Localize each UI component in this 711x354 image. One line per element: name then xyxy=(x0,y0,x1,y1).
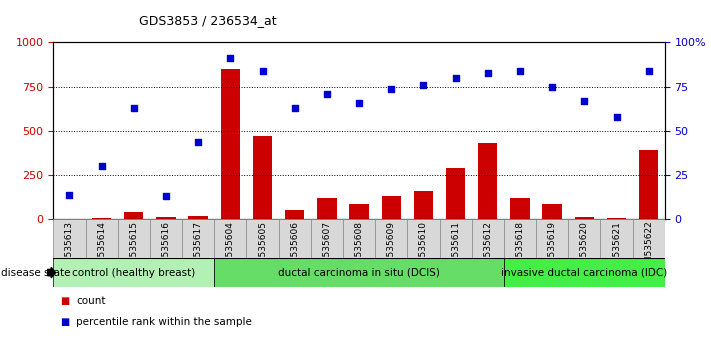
Text: percentile rank within the sample: percentile rank within the sample xyxy=(76,317,252,327)
Text: GSM535606: GSM535606 xyxy=(290,221,299,276)
Bar xyxy=(285,210,304,219)
Text: GSM535621: GSM535621 xyxy=(612,221,621,275)
Bar xyxy=(633,219,665,258)
Bar xyxy=(439,219,471,258)
Text: GSM535607: GSM535607 xyxy=(322,221,331,276)
Point xyxy=(643,68,654,74)
Text: GSM535619: GSM535619 xyxy=(547,221,557,276)
Bar xyxy=(639,149,658,219)
Text: GSM535608: GSM535608 xyxy=(355,221,363,276)
Point xyxy=(225,56,236,61)
Text: GSM535616: GSM535616 xyxy=(161,221,171,276)
Text: GSM535618: GSM535618 xyxy=(515,221,525,276)
Point xyxy=(611,114,622,120)
Bar xyxy=(446,168,465,219)
Text: ductal carcinoma in situ (DCIS): ductal carcinoma in situ (DCIS) xyxy=(278,268,440,278)
Point xyxy=(289,105,300,111)
Text: invasive ductal carcinoma (IDC): invasive ductal carcinoma (IDC) xyxy=(501,268,668,278)
Bar xyxy=(382,196,401,219)
Text: GSM535610: GSM535610 xyxy=(419,221,428,276)
Text: ■: ■ xyxy=(60,296,70,306)
Bar xyxy=(253,136,272,219)
Bar xyxy=(156,217,176,219)
Bar xyxy=(150,219,182,258)
Bar xyxy=(214,219,247,258)
Bar xyxy=(118,219,150,258)
Bar xyxy=(311,219,343,258)
Text: ■: ■ xyxy=(60,317,70,327)
Bar xyxy=(568,219,600,258)
Point xyxy=(514,68,525,74)
Bar xyxy=(504,219,536,258)
Point xyxy=(96,164,107,169)
Bar xyxy=(279,219,311,258)
Bar xyxy=(574,217,594,219)
Point xyxy=(450,75,461,81)
Point xyxy=(321,91,333,97)
Text: GSM535617: GSM535617 xyxy=(193,221,203,276)
Bar xyxy=(536,219,568,258)
Text: GSM535622: GSM535622 xyxy=(644,221,653,275)
Bar xyxy=(471,219,504,258)
Point xyxy=(193,139,204,144)
Point xyxy=(385,86,397,91)
Bar xyxy=(504,258,665,287)
Bar xyxy=(510,198,530,219)
Text: GSM535609: GSM535609 xyxy=(387,221,396,276)
Point xyxy=(579,98,590,104)
Point xyxy=(547,84,558,90)
Bar xyxy=(53,258,214,287)
Text: GSM535614: GSM535614 xyxy=(97,221,106,275)
Bar xyxy=(92,218,111,219)
Text: GSM535611: GSM535611 xyxy=(451,221,460,276)
Bar xyxy=(124,212,144,219)
Bar xyxy=(247,219,279,258)
Bar xyxy=(85,219,118,258)
Bar xyxy=(407,219,439,258)
Text: GSM535613: GSM535613 xyxy=(65,221,74,276)
Point xyxy=(257,68,268,74)
Bar xyxy=(343,219,375,258)
Text: GSM535620: GSM535620 xyxy=(580,221,589,275)
Point xyxy=(482,70,493,75)
Point xyxy=(353,100,365,105)
Bar xyxy=(317,198,336,219)
Bar xyxy=(349,205,369,219)
Bar xyxy=(414,191,433,219)
Bar xyxy=(542,204,562,219)
Bar xyxy=(60,218,79,219)
Bar xyxy=(182,219,214,258)
Point xyxy=(128,105,139,111)
Text: GDS3853 / 236534_at: GDS3853 / 236534_at xyxy=(139,13,277,27)
Text: count: count xyxy=(76,296,105,306)
Text: GSM535615: GSM535615 xyxy=(129,221,138,276)
Bar xyxy=(214,258,504,287)
Bar xyxy=(478,143,498,219)
Bar xyxy=(375,219,407,258)
Bar xyxy=(600,219,633,258)
Bar xyxy=(220,69,240,219)
Bar xyxy=(607,218,626,219)
Bar xyxy=(188,216,208,219)
Point xyxy=(160,194,171,199)
Text: disease state: disease state xyxy=(1,268,71,278)
Bar xyxy=(53,219,85,258)
Point xyxy=(64,192,75,198)
Point xyxy=(418,82,429,88)
Text: GSM535605: GSM535605 xyxy=(258,221,267,276)
Text: control (healthy breast): control (healthy breast) xyxy=(72,268,196,278)
Text: GSM535612: GSM535612 xyxy=(483,221,492,275)
Text: GSM535604: GSM535604 xyxy=(226,221,235,275)
